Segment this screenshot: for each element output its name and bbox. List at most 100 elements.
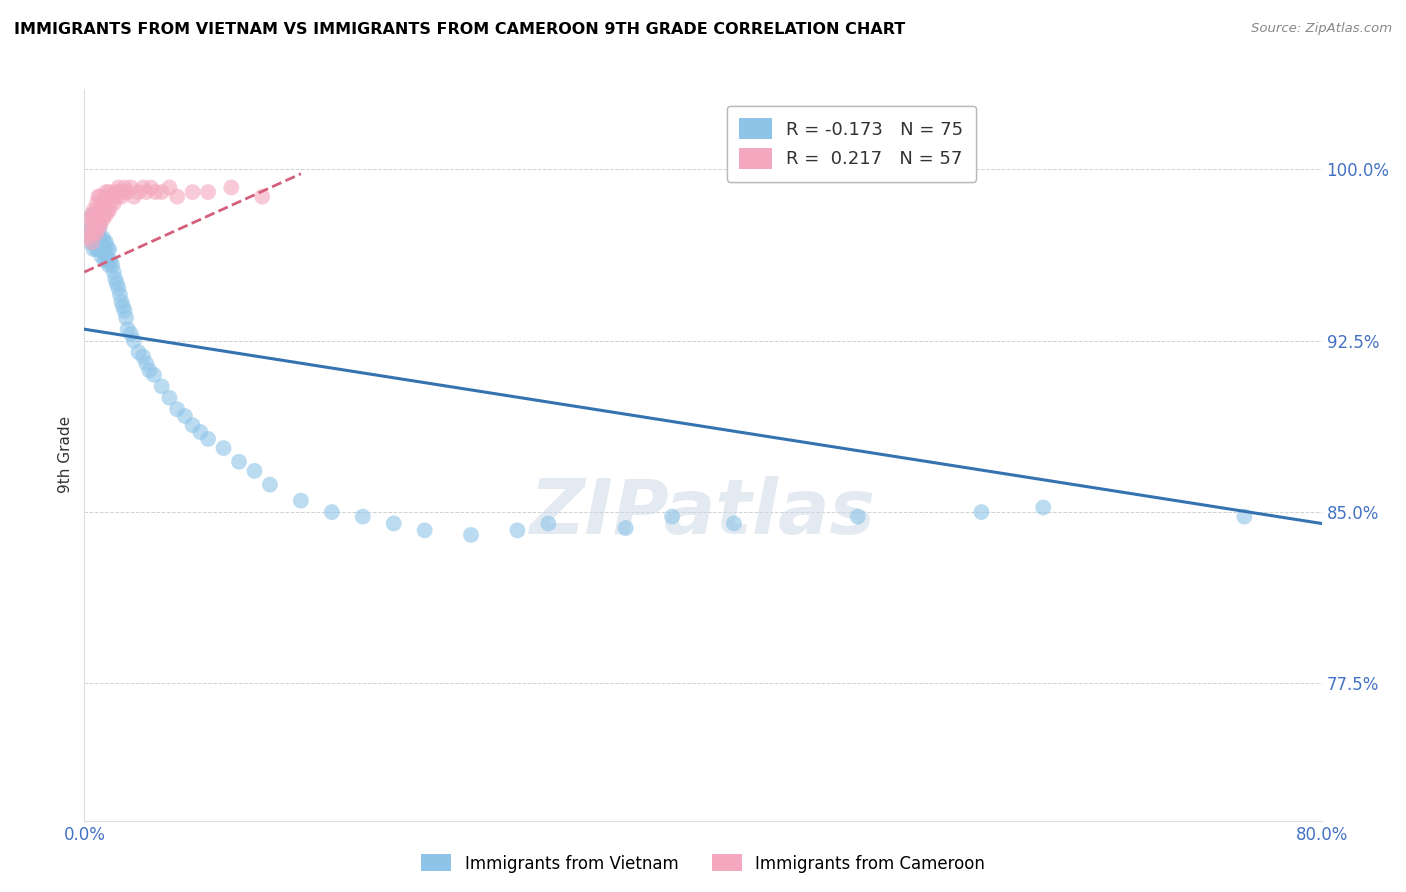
Point (382, 516, 405, 531)
Point (98, 242, 121, 256)
Point (83, 231, 105, 245)
Point (321, 505, 343, 519)
Point (243, 464, 266, 478)
Point (107, 180, 129, 194)
Text: IMMIGRANTS FROM VIETNAM VS IMMIGRANTS FROM CAMEROON 9TH GRADE CORRELATION CHART: IMMIGRANTS FROM VIETNAM VS IMMIGRANTS FR… (14, 22, 905, 37)
Point (132, 180, 155, 194)
Point (188, 425, 211, 439)
Point (91, 212, 114, 227)
Point (127, 345, 149, 359)
Point (84, 219, 107, 234)
Point (112, 299, 135, 313)
Point (91, 196, 114, 211)
Point (89, 208, 111, 222)
Point (413, 524, 436, 538)
Point (135, 185, 157, 199)
Point (104, 185, 127, 199)
Point (96, 203, 118, 218)
Point (93, 253, 115, 268)
Point (98, 185, 121, 199)
Point (150, 185, 173, 199)
Point (614, 521, 637, 535)
Y-axis label: 9th Grade: 9th Grade (58, 417, 73, 493)
Point (90, 196, 112, 211)
Legend: R = -0.173   N = 75, R =  0.217   N = 57: R = -0.173 N = 75, R = 0.217 N = 57 (727, 105, 976, 182)
Point (117, 322, 139, 336)
Point (460, 528, 482, 542)
Point (1032, 500, 1054, 515)
Point (259, 477, 281, 491)
Point (181, 185, 204, 199)
Point (89, 219, 111, 234)
Point (86, 242, 108, 256)
Point (91, 242, 114, 256)
Point (117, 185, 139, 199)
Point (90, 249, 112, 263)
Point (79, 235, 101, 250)
Point (197, 185, 219, 199)
Point (82, 208, 104, 222)
Point (537, 516, 560, 531)
Point (145, 185, 167, 199)
Point (93, 235, 115, 250)
Point (110, 189, 132, 203)
Point (112, 185, 135, 199)
Point (110, 294, 132, 309)
Point (94, 208, 117, 222)
Point (98, 258, 121, 272)
Point (166, 189, 188, 203)
Point (91, 231, 114, 245)
Point (166, 402, 188, 417)
Point (212, 441, 235, 455)
Point (108, 288, 131, 302)
Point (84, 235, 107, 250)
Point (139, 180, 162, 194)
Point (120, 326, 142, 341)
Point (122, 334, 145, 348)
Point (174, 409, 197, 423)
Text: Source: ZipAtlas.com: Source: ZipAtlas.com (1251, 22, 1392, 36)
Point (352, 509, 374, 524)
Point (103, 196, 125, 211)
Point (108, 185, 131, 199)
Point (159, 180, 180, 194)
Point (100, 196, 122, 211)
Point (94, 249, 117, 263)
Point (86, 196, 108, 211)
Point (89, 231, 111, 245)
Point (107, 281, 129, 295)
Point (228, 455, 250, 469)
Point (219, 180, 242, 194)
Point (103, 265, 125, 279)
Point (86, 219, 108, 234)
Point (82, 219, 104, 234)
Point (96, 189, 118, 203)
Point (150, 379, 173, 393)
Point (87, 226, 110, 240)
Point (197, 432, 219, 446)
Point (115, 310, 138, 325)
Point (82, 226, 104, 240)
Point (83, 212, 105, 227)
Point (101, 189, 124, 203)
Point (138, 363, 160, 377)
Point (83, 203, 105, 218)
Point (120, 180, 142, 194)
Point (970, 505, 993, 519)
Point (96, 253, 118, 268)
Point (506, 524, 529, 538)
Point (114, 180, 136, 194)
Point (79, 212, 101, 227)
Point (89, 189, 111, 203)
Point (93, 242, 115, 256)
Point (159, 391, 180, 405)
Point (93, 189, 115, 203)
Point (104, 272, 127, 286)
Point (82, 235, 104, 250)
Point (132, 350, 155, 364)
Point (83, 242, 105, 256)
Point (79, 226, 101, 240)
Point (98, 203, 121, 218)
Point (90, 212, 112, 227)
Point (105, 189, 128, 203)
